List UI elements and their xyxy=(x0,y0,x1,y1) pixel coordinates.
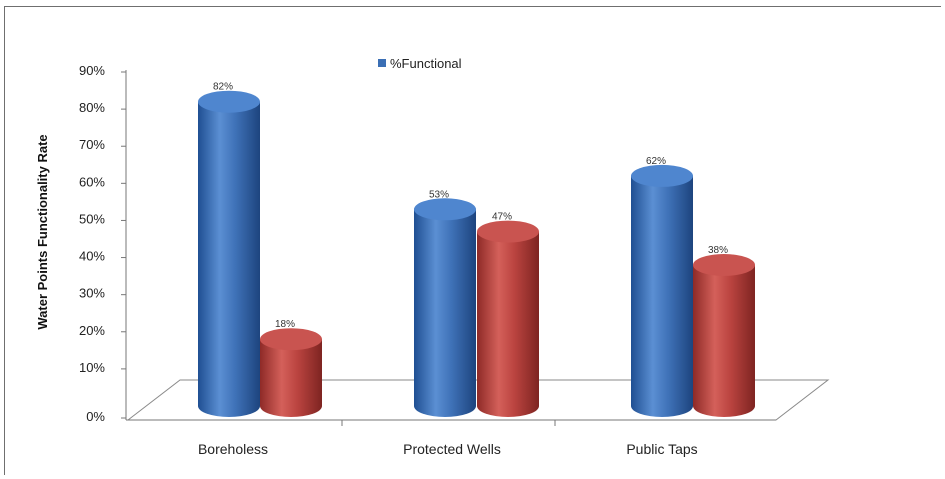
y-tick-label: 20% xyxy=(79,323,105,338)
bar-body xyxy=(631,175,693,417)
bar-cap xyxy=(260,328,322,351)
data-label: 47% xyxy=(492,212,512,223)
bar xyxy=(198,90,260,417)
bar-cap xyxy=(693,253,755,276)
y-tick-label: 70% xyxy=(79,137,105,152)
x-tick-label: Protected Wells xyxy=(403,441,501,457)
bar xyxy=(477,220,539,417)
y-tick-label: 0% xyxy=(86,409,105,424)
x-tick-labels: Boreholess Protected Wells Public Taps xyxy=(198,420,698,457)
bar xyxy=(631,164,693,417)
bar-body xyxy=(260,339,322,417)
y-axis-title: Water Points Functionality Rate xyxy=(35,134,50,329)
data-label: 53% xyxy=(429,189,449,200)
legend-swatch-functional xyxy=(378,59,386,67)
data-label: 18% xyxy=(275,319,295,330)
y-tick-label: 10% xyxy=(79,360,105,375)
bar-cap xyxy=(477,220,539,243)
bar xyxy=(414,198,476,417)
bar-cap xyxy=(198,90,260,113)
x-tick-label: Boreholess xyxy=(198,441,268,457)
data-label: 62% xyxy=(646,156,666,167)
y-tick-label: 80% xyxy=(79,100,105,115)
bar-body xyxy=(693,264,755,417)
bar-body xyxy=(198,101,260,417)
chart-frame xyxy=(4,6,941,475)
bar xyxy=(260,328,322,417)
y-tick-label: 60% xyxy=(79,174,105,189)
x-tick-label: Public Taps xyxy=(626,441,697,457)
bar-cap xyxy=(631,164,693,187)
legend: %Functional xyxy=(378,56,462,71)
data-label: 38% xyxy=(708,245,728,256)
bar-cap xyxy=(414,198,476,221)
y-tick-label: 50% xyxy=(79,211,105,226)
legend-label-functional: %Functional xyxy=(390,56,462,71)
bar xyxy=(693,253,755,417)
bar-body xyxy=(414,209,476,417)
y-tick-label: 90% xyxy=(79,63,105,78)
bar-body xyxy=(477,231,539,417)
data-label: 82% xyxy=(213,82,233,93)
bars: 82% 18% 53% 47% 62% 38% xyxy=(198,82,755,417)
y-tick-label: 40% xyxy=(79,249,105,264)
y-axis xyxy=(125,70,776,421)
y-tick-label: 30% xyxy=(79,286,105,301)
y-tick-labels: 0% 10% 20% 30% 40% 50% 60% 70% 80% 90% xyxy=(79,63,126,424)
